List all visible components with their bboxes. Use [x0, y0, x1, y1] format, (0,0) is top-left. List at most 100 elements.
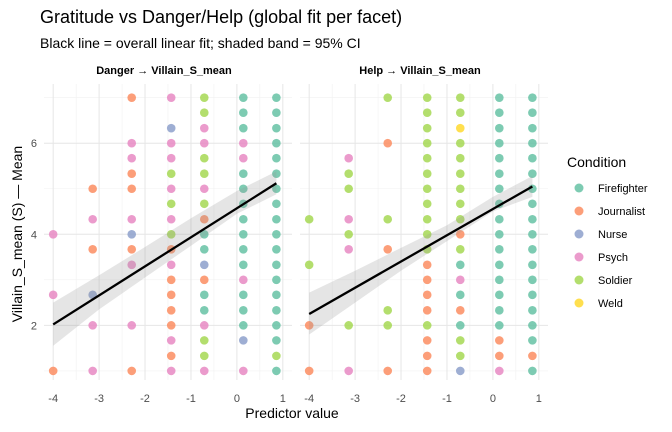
data-point — [127, 260, 137, 270]
fit-line — [308, 185, 533, 315]
data-point — [272, 366, 281, 376]
facet-label-danger: Danger → Villain_S_mean — [96, 65, 232, 77]
data-point — [495, 290, 504, 300]
data-point — [239, 138, 248, 148]
data-point — [166, 138, 176, 148]
data-point — [422, 138, 432, 148]
data-point — [422, 321, 432, 330]
data-point — [344, 245, 353, 254]
data-point — [422, 184, 432, 194]
data-point — [455, 366, 465, 376]
chart-title: Gratitude vs Danger/Help (global fit per… — [40, 7, 402, 27]
data-point — [239, 229, 248, 239]
data-point — [199, 290, 209, 300]
data-point — [199, 366, 209, 376]
data-point — [528, 138, 537, 148]
data-point — [166, 336, 176, 345]
data-point — [422, 199, 432, 209]
data-point — [422, 123, 432, 133]
legend-key-nurse — [574, 229, 584, 239]
data-point — [495, 138, 504, 148]
data-point — [455, 214, 465, 224]
data-point — [383, 366, 393, 376]
legend-key-weld — [574, 298, 584, 308]
data-point — [272, 138, 281, 148]
data-point — [199, 351, 209, 361]
data-point — [344, 214, 353, 224]
data-point — [239, 93, 248, 102]
data-point — [239, 336, 248, 345]
data-point — [422, 214, 432, 224]
data-point — [528, 336, 537, 345]
data-point — [166, 93, 176, 102]
legend-key-psych — [574, 252, 584, 262]
data-point — [239, 260, 248, 270]
data-point — [272, 290, 281, 300]
data-point — [455, 169, 465, 179]
data-point — [422, 351, 432, 361]
x-tick-label: 0 — [234, 393, 240, 405]
data-point — [422, 229, 432, 239]
data-point — [422, 290, 432, 300]
data-point — [272, 336, 281, 345]
data-point — [88, 245, 97, 254]
data-point — [383, 93, 393, 102]
data-point — [455, 336, 465, 345]
data-point — [127, 321, 137, 330]
data-point — [199, 214, 209, 224]
data-point — [528, 93, 537, 102]
data-point — [455, 93, 465, 102]
data-point — [528, 260, 537, 270]
data-point — [383, 245, 393, 254]
x-tick-label: 0 — [490, 393, 496, 405]
data-point — [304, 366, 314, 376]
data-point — [166, 275, 176, 285]
legend-title: Condition — [567, 154, 626, 170]
data-point — [127, 366, 137, 376]
data-point — [127, 214, 137, 224]
data-point — [166, 153, 176, 163]
data-point — [422, 336, 432, 345]
data-point — [528, 153, 537, 163]
data-point — [422, 306, 432, 315]
data-point — [495, 351, 504, 361]
data-point — [495, 93, 504, 102]
data-point — [88, 321, 97, 330]
data-point — [239, 108, 248, 117]
data-point — [127, 184, 137, 194]
facet-help: Help → Villain_S_mean -4 -3 -2 -1 0 1 — [300, 65, 548, 405]
data-point — [166, 184, 176, 194]
fit-line — [52, 182, 277, 326]
data-point — [344, 184, 353, 194]
x-tick-label: -4 — [48, 393, 58, 405]
data-point — [239, 275, 248, 285]
data-point — [272, 321, 281, 330]
x-tick-label: -4 — [304, 393, 314, 405]
data-point — [528, 366, 537, 376]
x-tick-label: -2 — [140, 393, 150, 405]
data-point — [383, 321, 393, 330]
data-point — [199, 260, 209, 270]
facet-danger: Danger → Villain_S_mean -4 -3 -2 -1 0 1 2 4 6 — [31, 65, 292, 405]
y-axis-title: Villain_S_mean (S) — Mean — [9, 146, 25, 322]
data-point — [272, 108, 281, 117]
data-point — [239, 169, 248, 179]
data-point — [495, 229, 504, 239]
data-point — [88, 214, 97, 224]
data-point — [344, 169, 353, 179]
data-point — [528, 245, 537, 254]
data-point — [239, 306, 248, 315]
data-point — [127, 245, 137, 254]
data-point — [199, 245, 209, 254]
legend-label-nurse: Nurse — [598, 229, 627, 241]
legend: Condition Firefighter Journalist Nurse Psyc… — [567, 154, 648, 310]
legend-key-firefighter — [574, 183, 584, 193]
data-point — [272, 245, 281, 254]
data-point — [127, 153, 137, 163]
data-point — [199, 306, 209, 315]
data-point — [166, 290, 176, 300]
data-point — [455, 184, 465, 194]
data-point — [528, 108, 537, 117]
data-point — [199, 138, 209, 148]
data-point — [495, 123, 504, 133]
